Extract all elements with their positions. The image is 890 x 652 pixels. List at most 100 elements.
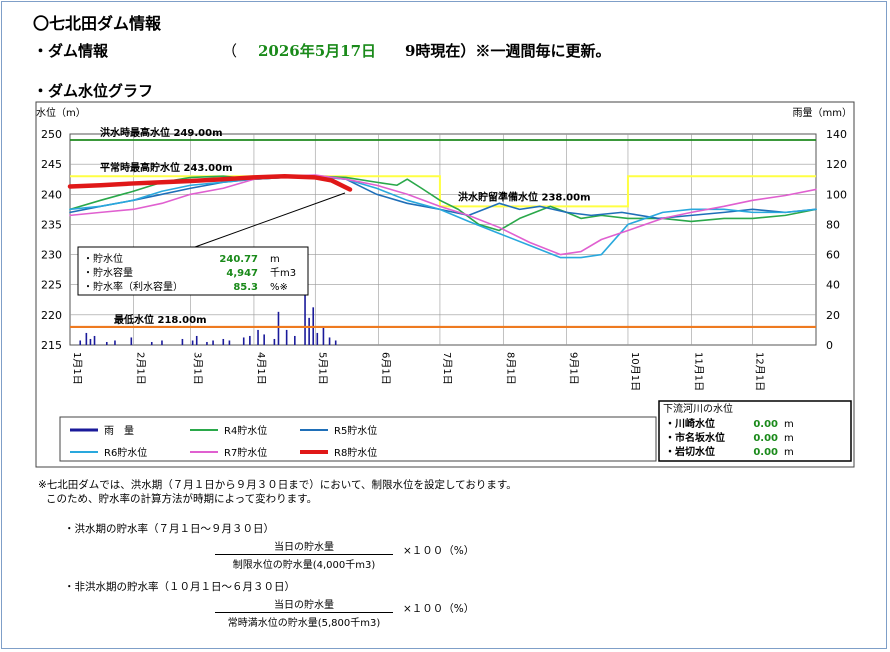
x-tick-label: 10月1日 [629, 352, 641, 391]
x-tick-label: 12月1日 [754, 352, 766, 391]
callout-value: 4,947 [226, 268, 258, 279]
legend-label: R4貯水位 [224, 424, 267, 437]
rain-bar [277, 311, 280, 345]
rain-bar [334, 340, 337, 345]
y-tick-right: 60 [826, 249, 840, 262]
x-ticks: 1月1日 2月1日 3月1日 4月1日 5月1日 6月1日 7月1日 8月1日 9月1日 10月1… [71, 352, 766, 391]
legend-label: R6貯水位 [104, 446, 147, 459]
callout-label: ・貯水容量 [83, 266, 133, 279]
legend-label: R5貯水位 [334, 424, 377, 437]
y-tick-right: 120 [826, 158, 847, 171]
callout-label: ・貯水率（利水容量） [83, 280, 183, 293]
y-axis-right-label: 雨量（mm） [793, 107, 852, 119]
callout-pointer [194, 192, 346, 248]
downstream-title: 下流河川の水位 [663, 402, 733, 415]
rain-bar [263, 334, 265, 345]
callout-value: 85.3 [233, 282, 258, 293]
note-line-1: ※七北田ダムでは、洪水期（７月１日から９月３０日まで）において、制限水位を設定し… [38, 479, 517, 491]
rain-bar [150, 341, 153, 345]
plot-area [69, 133, 817, 346]
y-axis-left-label: 水位（m） [36, 106, 86, 119]
dam-water-level-chart: 水位（m） 雨量（mm） 250 245 240 235 230 225 220 215 14… [35, 101, 855, 468]
graph-title: ・ダム水位グラフ [33, 82, 154, 100]
x-tick-label: 3月1日 [192, 352, 204, 385]
downstream-value: 0.00 [753, 419, 778, 430]
y-tick-left: 230 [41, 249, 62, 262]
legend-label: R8貯水位 [334, 446, 377, 459]
rain-bar [304, 284, 306, 345]
rain-bar [181, 338, 184, 345]
x-tick-label: 9月1日 [568, 352, 580, 385]
downstream-box [658, 400, 852, 462]
dam-info-label: ・ダム情報 [33, 42, 109, 60]
rain-bar [273, 338, 276, 345]
downstream-value: 0.00 [753, 433, 778, 444]
rain-bar [249, 335, 251, 345]
ref-label: 洪水時最高水位 249.00m [100, 126, 223, 139]
flood-title: ・洪水期の貯水率（７月１日～９月３０日） [64, 523, 274, 535]
downstream-value: 0.00 [753, 447, 778, 458]
rain-bar [85, 332, 88, 345]
flood-numerator: 当日の貯水量 [215, 538, 393, 555]
downstream-label: ・川崎水位 [665, 417, 715, 430]
y-tick-right: 20 [826, 309, 840, 322]
y-tick-right: 140 [826, 128, 847, 141]
page-title: 〇七北田ダム情報 [33, 14, 162, 33]
y-tick-left: 225 [41, 279, 62, 292]
legend-box [59, 416, 657, 462]
callout-unit: 千m3 [270, 267, 296, 279]
nonflood-multiplier: ×１００（%） [403, 603, 475, 615]
rain-bar [105, 341, 108, 345]
y-tick-left: 240 [41, 188, 62, 201]
downstream-unit: m [784, 419, 794, 430]
rain-bar [212, 340, 214, 345]
reference-lines [70, 139, 816, 329]
callout-label: ・貯水位 [83, 252, 123, 265]
rain-bar [79, 340, 82, 345]
dam-info-open-paren: （ [222, 42, 238, 60]
series-line [69, 175, 817, 220]
y-tick-left: 220 [41, 309, 62, 322]
note-line-2: このため、貯水率の計算方法が時期によって変わります。 [46, 493, 318, 505]
flood-fraction: 当日の貯水量 制限水位の貯水量(4,000千m3) [215, 538, 393, 571]
rain-bar [228, 340, 231, 345]
rain-bar [257, 329, 259, 345]
series-line [67, 173, 353, 192]
x-tick-label: 8月1日 [504, 352, 516, 385]
ref-label: 洪水貯留準備水位 238.00m [458, 190, 591, 203]
y-tick-left: 245 [41, 158, 62, 171]
y-tick-right: 100 [826, 188, 847, 201]
series-lines [67, 173, 817, 259]
callout-value: 240.77 [219, 254, 258, 265]
rain-bar [206, 341, 208, 345]
y-tick-left: 235 [41, 218, 62, 231]
flood-multiplier: ×１００（%） [403, 545, 475, 557]
x-tick-label: 11月1日 [692, 352, 704, 391]
rain-bar [294, 335, 296, 345]
rain-bar [285, 329, 288, 345]
rain-bar [195, 335, 198, 345]
flood-limit-line [70, 175, 816, 208]
y-tick-right: 80 [826, 218, 840, 231]
rain-bar [308, 317, 310, 345]
y-tick-left: 215 [41, 339, 62, 352]
rain-bar [316, 332, 319, 345]
callout-unit: m [270, 254, 280, 265]
ref-label: 最低水位 218.00m [114, 313, 207, 326]
nonflood-numerator: 当日の貯水量 [215, 596, 393, 613]
downstream-label: ・市名坂水位 [665, 431, 725, 444]
x-tick-label: 2月1日 [134, 352, 146, 385]
callout-box [77, 246, 309, 296]
downstream-rows: ・川崎水位 0.00 m ・市名坂水位 0.00 m ・岩切水位 0.00 m [665, 417, 794, 458]
x-tick-label: 7月1日 [441, 352, 453, 385]
y-ticks-left: 250 245 240 235 230 225 220 215 [41, 128, 62, 352]
downstream-label: ・岩切水位 [665, 445, 715, 458]
rain-bar [130, 337, 133, 345]
series-line [69, 175, 817, 259]
x-tick-label: 5月1日 [316, 352, 328, 385]
nonflood-title: ・非洪水期の貯水率（１０月１日～６月３０日） [64, 581, 295, 593]
rain-bar [161, 340, 163, 345]
callout-rows: ・貯水位 240.77 m ・貯水容量 4,947 千m3 ・貯水率（利水容量） 85.3 %※ [83, 252, 296, 293]
y-ticks-right: 140 120 100 80 60 40 20 0 [826, 128, 847, 352]
y-tick-right: 0 [826, 339, 833, 352]
